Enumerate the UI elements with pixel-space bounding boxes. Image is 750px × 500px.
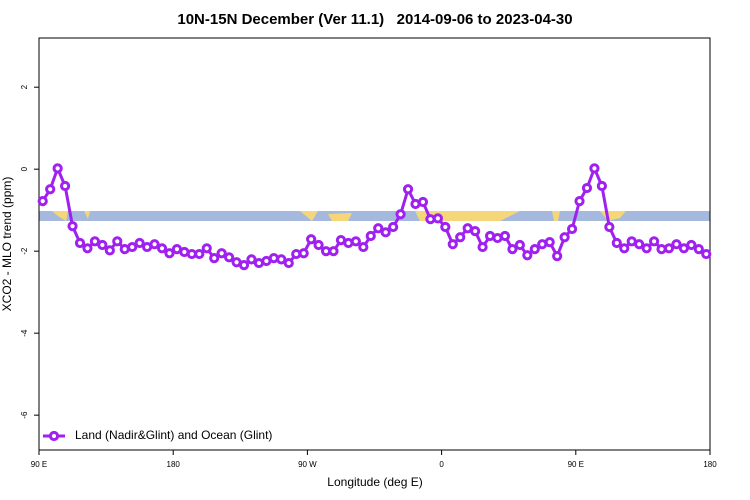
data-point — [164, 248, 175, 259]
data-point — [522, 250, 533, 261]
data-point — [238, 260, 250, 271]
data-point — [74, 237, 86, 249]
data-point — [552, 250, 563, 262]
data-point — [470, 225, 481, 237]
data-point — [514, 239, 525, 251]
data-point — [37, 196, 48, 207]
data-point — [59, 180, 71, 192]
data-point — [507, 244, 518, 255]
data-point — [529, 244, 540, 255]
data-point — [671, 239, 682, 250]
data-point — [365, 230, 376, 242]
y-tick-label: -4 — [20, 329, 29, 337]
data-point — [544, 237, 555, 248]
x-tick-label: 180 — [703, 460, 717, 469]
y-tick-label: 2 — [20, 84, 29, 89]
data-point — [134, 237, 145, 249]
data-point — [201, 243, 212, 254]
data-point — [641, 243, 652, 254]
data-point — [104, 245, 115, 256]
x-axis-label: Longitude (deg E) — [327, 475, 422, 489]
data-point — [634, 239, 645, 250]
data-point — [328, 246, 339, 257]
y-axis-label: XCO2 - MLO trend (ppm) — [0, 177, 14, 312]
data-point — [693, 244, 704, 255]
chart-title: 10N-15N December (Ver 11.1) 2014-09-06 t… — [177, 11, 572, 28]
data-point — [701, 248, 712, 260]
plot-frame — [38, 37, 711, 451]
x-tick-label: 90 E — [568, 460, 584, 469]
data-point — [156, 243, 168, 254]
data-point — [82, 243, 93, 254]
data-point — [209, 253, 220, 264]
y-tick-label: -2 — [20, 247, 29, 255]
data-point — [313, 239, 324, 251]
data-point — [67, 221, 78, 232]
data-point — [581, 182, 593, 194]
data-point — [127, 241, 138, 253]
data-point — [648, 236, 660, 247]
data-point — [477, 241, 488, 253]
data-point — [499, 230, 511, 242]
data-point — [283, 257, 294, 269]
legend-marker — [48, 430, 60, 442]
data-point — [663, 243, 675, 254]
data-point — [306, 234, 317, 245]
data-point — [395, 209, 406, 220]
data-point — [358, 241, 369, 253]
x-tick-label: 0 — [439, 460, 444, 469]
data-point — [350, 236, 361, 247]
data-point — [589, 163, 600, 174]
data-point — [619, 243, 630, 254]
data-point — [224, 252, 235, 263]
data-point — [373, 223, 384, 234]
data-point — [52, 163, 63, 174]
data-point — [194, 248, 205, 260]
data-point — [380, 227, 391, 238]
data-point — [276, 254, 287, 265]
data-point — [417, 196, 429, 208]
x-tick-label: 90 W — [298, 460, 317, 469]
data-point — [216, 248, 227, 259]
data-point — [686, 239, 697, 251]
data-point — [298, 248, 309, 259]
data-point — [604, 221, 615, 233]
y-tick-label: -6 — [20, 411, 29, 419]
data-point — [611, 237, 622, 249]
data-point — [559, 232, 570, 243]
data-point — [566, 223, 578, 235]
data-point — [574, 196, 585, 207]
data-point — [149, 239, 160, 250]
legend-label: Land (Nadir&Glint) and Ocean (Glint) — [75, 428, 272, 442]
x-tick-label: 90 E — [31, 460, 47, 469]
data-point — [402, 184, 414, 195]
data-point — [388, 221, 399, 233]
data-point — [455, 232, 466, 243]
data-point — [89, 236, 101, 247]
data-point — [246, 254, 257, 265]
data-point — [596, 180, 607, 192]
data-point — [440, 221, 451, 233]
y-tick-label: 0 — [20, 166, 29, 171]
data-point — [45, 184, 56, 195]
data-point — [447, 239, 458, 250]
data-point — [97, 239, 108, 251]
data-point — [112, 236, 123, 247]
data-point — [432, 213, 443, 224]
x-tick-label: 180 — [167, 460, 181, 469]
